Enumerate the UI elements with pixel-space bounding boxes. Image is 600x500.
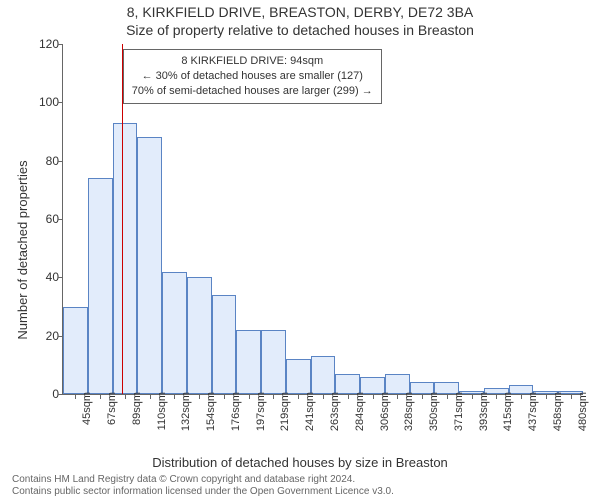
histogram-bar	[88, 178, 113, 394]
histogram-bar	[212, 295, 237, 394]
x-tick-label: 45sqm	[81, 392, 93, 452]
x-tick-label: 306sqm	[379, 392, 391, 452]
x-tick-mark	[298, 394, 299, 399]
y-tick-mark	[58, 161, 63, 162]
x-tick-label: 89sqm	[131, 392, 143, 452]
x-tick-mark	[249, 394, 250, 399]
histogram-bar	[137, 137, 162, 394]
x-tick-mark	[571, 394, 572, 399]
x-tick-mark	[199, 394, 200, 399]
y-tick-mark	[58, 394, 63, 395]
y-tick-label: 20	[25, 329, 59, 343]
x-tick-label: 437sqm	[527, 392, 539, 452]
x-tick-mark	[521, 394, 522, 399]
y-tick-label: 60	[25, 212, 59, 226]
y-tick-label: 40	[25, 270, 59, 284]
y-tick-mark	[58, 102, 63, 103]
histogram-bar	[236, 330, 261, 394]
histogram-bar	[311, 356, 336, 394]
y-tick-mark	[58, 219, 63, 220]
x-tick-label: 110sqm	[156, 392, 168, 452]
histogram-bar	[113, 123, 138, 394]
x-tick-label: 67sqm	[106, 392, 118, 452]
x-axis-label: Distribution of detached houses by size …	[0, 455, 600, 470]
chart-footer: Contains HM Land Registry data © Crown c…	[12, 474, 588, 498]
x-tick-label: 371sqm	[453, 392, 465, 452]
x-tick-label: 393sqm	[478, 392, 490, 452]
y-axis-label: Number of detached properties	[15, 110, 35, 390]
y-tick-label: 80	[25, 154, 59, 168]
x-tick-mark	[348, 394, 349, 399]
x-tick-mark	[323, 394, 324, 399]
x-tick-mark	[100, 394, 101, 399]
y-tick-label: 100	[25, 95, 59, 109]
x-tick-mark	[150, 394, 151, 399]
y-tick-mark	[58, 277, 63, 278]
x-tick-label: 263sqm	[329, 392, 341, 452]
x-tick-mark	[75, 394, 76, 399]
annotation-line: 70% of semi-detached houses are larger (…	[132, 84, 373, 99]
x-tick-mark	[174, 394, 175, 399]
chart-title: 8, KIRKFIELD DRIVE, BREASTON, DERBY, DE7…	[0, 4, 600, 20]
annotation-line: 8 KIRKFIELD DRIVE: 94sqm	[132, 54, 373, 69]
x-tick-mark	[373, 394, 374, 399]
chart-subtitle: Size of property relative to detached ho…	[0, 22, 600, 38]
x-tick-mark	[125, 394, 126, 399]
x-tick-mark	[496, 394, 497, 399]
histogram-bar	[162, 272, 187, 395]
x-tick-label: 328sqm	[403, 392, 415, 452]
histogram-bar	[63, 307, 88, 395]
x-tick-label: 176sqm	[230, 392, 242, 452]
plot-area: 02040608010012045sqm67sqm89sqm110sqm132s…	[62, 44, 583, 395]
x-tick-mark	[273, 394, 274, 399]
x-tick-label: 241sqm	[304, 392, 316, 452]
footer-line-1: Contains HM Land Registry data © Crown c…	[12, 474, 588, 486]
chart-container: 8, KIRKFIELD DRIVE, BREASTON, DERBY, DE7…	[0, 0, 600, 500]
y-tick-label: 0	[25, 387, 59, 401]
x-tick-label: 219sqm	[279, 392, 291, 452]
y-tick-mark	[58, 44, 63, 45]
x-tick-label: 197sqm	[255, 392, 267, 452]
annotation-box: 8 KIRKFIELD DRIVE: 94sqm← 30% of detache…	[123, 49, 382, 104]
x-tick-mark	[224, 394, 225, 399]
y-tick-label: 120	[25, 37, 59, 51]
histogram-bar	[286, 359, 311, 394]
x-tick-label: 480sqm	[577, 392, 589, 452]
x-tick-label: 132sqm	[180, 392, 192, 452]
x-tick-mark	[422, 394, 423, 399]
x-tick-label: 154sqm	[205, 392, 217, 452]
x-tick-mark	[472, 394, 473, 399]
histogram-bar	[187, 277, 212, 394]
x-tick-label: 458sqm	[552, 392, 564, 452]
x-tick-mark	[546, 394, 547, 399]
x-tick-label: 415sqm	[502, 392, 514, 452]
x-tick-label: 350sqm	[428, 392, 440, 452]
histogram-bar	[385, 374, 410, 394]
annotation-line: ← 30% of detached houses are smaller (12…	[132, 69, 373, 84]
footer-line-2: Contains public sector information licen…	[12, 486, 588, 498]
x-tick-mark	[397, 394, 398, 399]
histogram-bar	[261, 330, 286, 394]
histogram-bar	[335, 374, 360, 394]
x-tick-label: 284sqm	[354, 392, 366, 452]
x-tick-mark	[447, 394, 448, 399]
